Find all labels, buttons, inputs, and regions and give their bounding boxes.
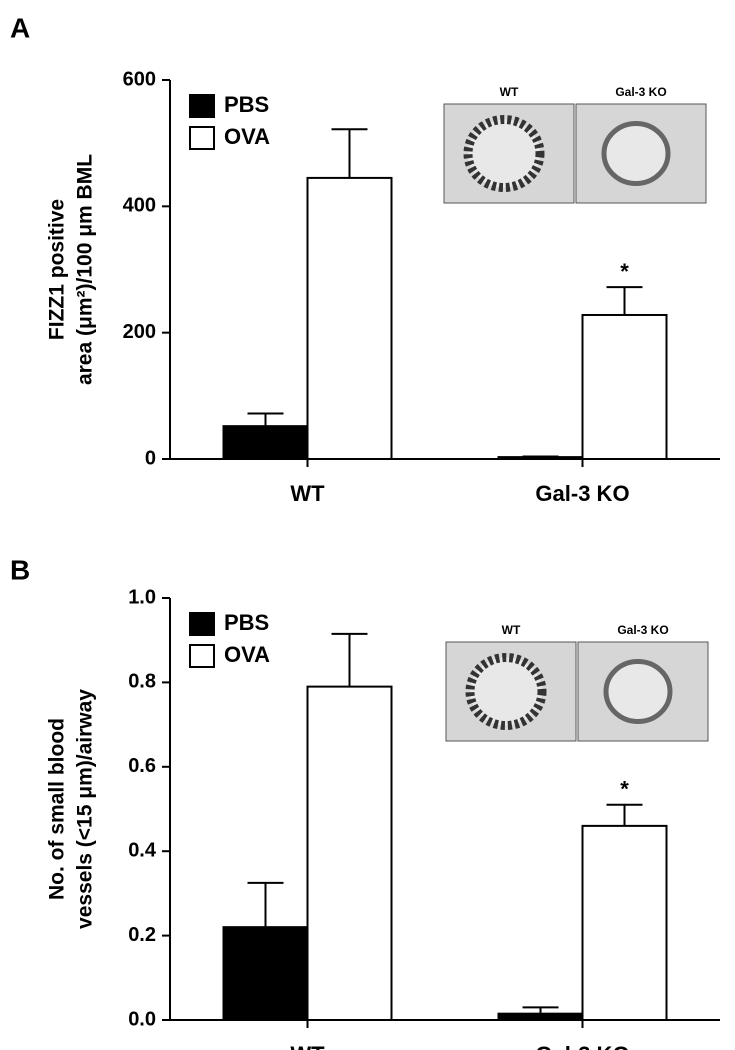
y-tick-label: 0.2 xyxy=(128,924,156,946)
bar xyxy=(222,425,309,460)
x-tick-label: Gal-3 KO xyxy=(535,481,629,506)
x-tick-label: Gal-3 KO xyxy=(535,1042,629,1050)
legend-label: PBS xyxy=(224,610,269,635)
inset-label: WT xyxy=(500,85,519,99)
y-axis-label: area (μm²)/100 μm BML xyxy=(74,154,97,385)
y-axis-label: No. of small blood xyxy=(46,718,69,900)
inset-airway xyxy=(601,121,671,186)
x-tick-label: WT xyxy=(290,481,325,506)
bar xyxy=(497,456,584,461)
y-tick-label: 0.8 xyxy=(128,671,156,693)
legend-swatch xyxy=(189,612,215,636)
y-tick-label: 200 xyxy=(123,321,156,343)
y-tick-label: 1.0 xyxy=(128,586,156,608)
legend-label: OVA xyxy=(224,124,270,149)
legend-swatch xyxy=(189,644,215,668)
y-tick-label: 600 xyxy=(123,68,156,90)
bar xyxy=(222,926,309,1021)
bar xyxy=(306,685,393,1021)
y-tick-label: 0.0 xyxy=(128,1008,156,1030)
inset-label: Gal-3 KO xyxy=(615,85,666,99)
legend-swatch xyxy=(189,126,215,150)
y-tick-label: 0.6 xyxy=(128,755,156,777)
panel-letter: B xyxy=(10,554,30,585)
annotation: * xyxy=(620,259,629,284)
annotation: * xyxy=(620,777,629,802)
panel-letter: A xyxy=(10,12,30,43)
inset-label: Gal-3 KO xyxy=(617,623,668,637)
y-axis-label: vessels (<15 μm)/airway xyxy=(74,689,97,929)
y-tick-label: 400 xyxy=(123,195,156,217)
bar xyxy=(497,1012,584,1021)
inset-airway xyxy=(465,653,547,730)
bar xyxy=(581,824,668,1021)
y-tick-label: 0.4 xyxy=(128,839,157,861)
y-axis-label: FIZZ1 positive xyxy=(46,199,69,340)
legend-label: OVA xyxy=(224,642,270,667)
x-tick-label: WT xyxy=(290,1042,325,1050)
inset-airway xyxy=(463,115,545,192)
legend-label: PBS xyxy=(224,92,269,117)
bar xyxy=(581,313,668,461)
inset-airway xyxy=(603,659,673,724)
y-tick-label: 0 xyxy=(145,447,156,469)
bar xyxy=(306,176,393,461)
inset-label: WT xyxy=(502,623,521,637)
legend-swatch xyxy=(189,94,215,118)
